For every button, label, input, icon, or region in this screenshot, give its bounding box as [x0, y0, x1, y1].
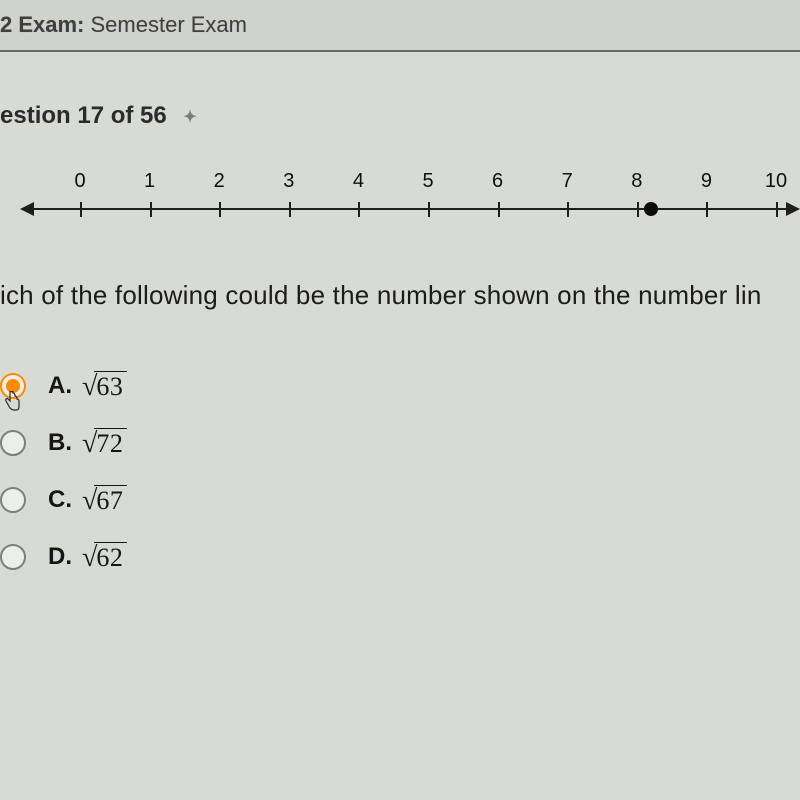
radicand: 67 [94, 485, 127, 514]
radicand: 72 [94, 428, 127, 457]
radical-icon: √ [82, 430, 97, 458]
exam-header: 2 Exam: Semester Exam [0, 0, 800, 52]
number-line-axis [30, 208, 790, 210]
exam-title-suffix: Semester Exam [84, 12, 247, 37]
radical-icon: √ [82, 544, 97, 572]
tick-label: 0 [74, 170, 85, 193]
exam-title-prefix: 2 Exam: [0, 12, 84, 37]
question-counter-text: estion 17 of 56 [0, 102, 167, 129]
tick-label: 10 [765, 170, 787, 193]
option-letter: B. [48, 429, 72, 457]
tick [637, 202, 639, 217]
sqrt-expression: √62 [82, 542, 127, 571]
tick-label: 8 [631, 170, 642, 193]
radicand: 62 [94, 542, 127, 571]
tick [289, 202, 291, 217]
tick [428, 202, 430, 217]
radical-icon: √ [82, 373, 97, 401]
option-row[interactable]: D. √62 [0, 542, 800, 571]
tick [219, 202, 221, 217]
option-row[interactable]: A. √63 [0, 371, 800, 400]
tick-label: 9 [701, 170, 712, 193]
sqrt-expression: √67 [82, 485, 127, 514]
option-letter: C. [48, 486, 72, 514]
radio-button[interactable] [0, 487, 26, 513]
question-prompt: ich of the following could be the number… [0, 260, 800, 311]
tick [776, 202, 778, 217]
tick-label: 2 [214, 170, 225, 193]
sqrt-expression: √72 [82, 428, 127, 457]
cursor-hand-icon [4, 391, 22, 416]
tick-label: 4 [353, 170, 364, 193]
tick-label: 7 [562, 170, 573, 193]
tick-label: 3 [283, 170, 294, 193]
arrow-right-icon [786, 202, 800, 216]
pushpin-icon: ✦ [183, 107, 196, 127]
tick [80, 202, 82, 217]
option-letter: A. [48, 372, 72, 400]
tick [150, 202, 152, 217]
tick-label: 6 [492, 170, 503, 193]
sqrt-expression: √63 [82, 371, 127, 400]
option-letter: D. [48, 543, 72, 571]
tick [358, 202, 360, 217]
question-content: estion 17 of 56 ✦ 012345678910 ich of th… [0, 52, 800, 571]
tick-label: 5 [422, 170, 433, 193]
tick [706, 202, 708, 217]
option-row[interactable]: C. √67 [0, 485, 800, 514]
number-line: 0 1 2 3 4 5 6 7 8 9 10 [0, 140, 800, 260]
option-row[interactable]: B. √72 [0, 428, 800, 457]
radio-button[interactable] [0, 430, 26, 456]
radical-icon: √ [82, 487, 97, 515]
radicand: 63 [94, 371, 127, 400]
tick-label: 1 [144, 170, 155, 193]
tick [498, 202, 500, 217]
number-line-point [644, 202, 658, 216]
tick [567, 202, 569, 217]
question-counter: estion 17 of 56 ✦ [0, 102, 800, 130]
options-list: A.√63B.√72C.√67D.√62 [0, 371, 800, 571]
radio-button[interactable] [0, 544, 26, 570]
